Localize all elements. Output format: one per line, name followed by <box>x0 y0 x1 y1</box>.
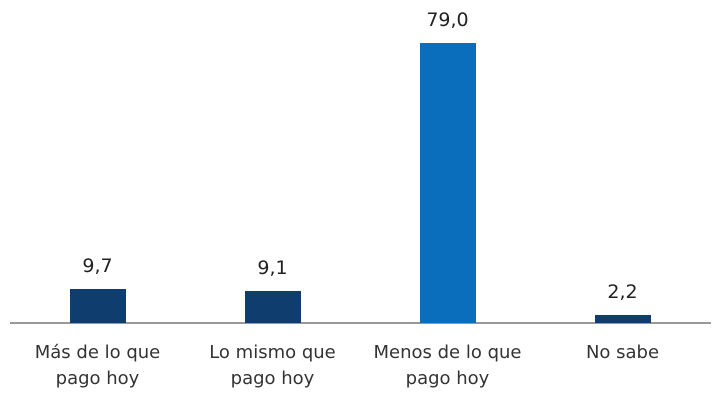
value-label: 2,2 <box>607 281 638 304</box>
value-label: 9,7 <box>82 254 113 277</box>
value-label: 9,1 <box>257 256 288 279</box>
x-tick-label: Más de lo que pago hoy <box>34 342 161 389</box>
x-tick-label: Lo mismo que pago hoy <box>209 342 336 389</box>
x-axis-line <box>10 322 711 324</box>
bar <box>419 43 476 323</box>
x-tick-label: Menos de lo que pago hoy <box>373 342 522 389</box>
value-label: 79,0 <box>426 9 469 31</box>
bar <box>594 315 651 323</box>
x-tick-label: No sabe <box>585 342 660 363</box>
bar <box>69 288 126 323</box>
bar <box>244 290 301 323</box>
